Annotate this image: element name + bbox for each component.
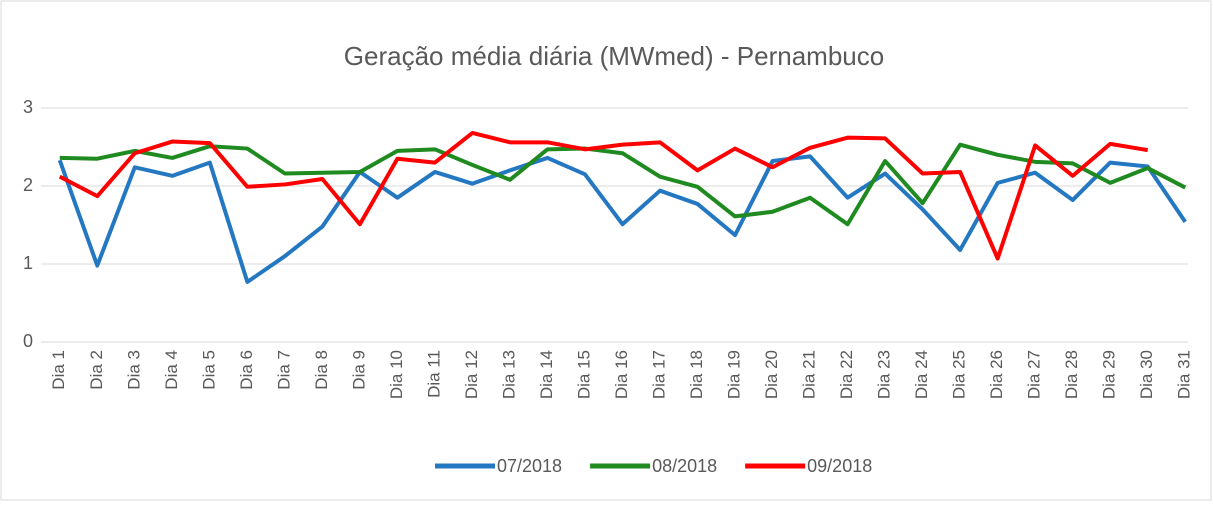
x-tick-label: Dia 10 [387, 350, 406, 399]
chart-title: Geração média diária (MWmed) - Pernambuc… [344, 41, 884, 71]
x-tick-label: Dia 14 [537, 350, 556, 399]
x-tick-label: Dia 22 [837, 350, 856, 399]
x-tick-label: Dia 23 [875, 350, 894, 399]
series-line [57, 154, 1187, 284]
x-tick-label: Dia 3 [124, 350, 143, 390]
x-tick-label: Dia 30 [1137, 350, 1156, 399]
legend-label: 07/2018 [497, 456, 562, 476]
x-tick-label: Dia 17 [650, 350, 669, 399]
x-tick-label: Dia 13 [499, 350, 518, 399]
x-tick-label: Dia 27 [1025, 350, 1044, 399]
x-tick-label: Dia 7 [274, 350, 293, 390]
x-tick-label: Dia 11 [424, 350, 443, 398]
x-tick-label: Dia 12 [462, 350, 481, 399]
x-tick-label: Dia 19 [725, 350, 744, 399]
x-tick-label: Dia 29 [1100, 350, 1119, 399]
x-tick-label: Dia 8 [312, 350, 331, 390]
x-tick-label: Dia 21 [800, 350, 819, 399]
x-tick-label: Dia 5 [199, 350, 218, 390]
legend-label: 08/2018 [652, 456, 717, 476]
x-tick-label: Dia 24 [912, 350, 931, 399]
legend-label: 09/2018 [807, 456, 872, 476]
x-tick-label: Dia 18 [687, 350, 706, 399]
x-tick-label: Dia 15 [574, 350, 593, 399]
x-tick-label: Dia 25 [950, 350, 969, 399]
y-tick-label: 0 [23, 331, 33, 351]
x-tick-label: Dia 20 [762, 350, 781, 399]
x-tick-label: Dia 26 [987, 350, 1006, 399]
x-tick-label: Dia 6 [237, 350, 256, 390]
x-tick-label: Dia 1 [49, 350, 68, 390]
y-tick-label: 1 [23, 253, 33, 273]
x-tick-label: Dia 2 [87, 350, 106, 390]
y-tick-label: 3 [23, 97, 33, 117]
series-line [58, 130, 1149, 261]
x-tick-label: Dia 4 [162, 350, 181, 390]
series-line [59, 142, 1187, 227]
x-tick-label: Dia 28 [1062, 350, 1081, 399]
x-tick-label: Dia 31 [1175, 350, 1194, 399]
y-tick-label: 2 [23, 175, 33, 195]
x-tick-label: Dia 9 [349, 350, 368, 390]
x-tick-label: Dia 16 [612, 350, 631, 399]
